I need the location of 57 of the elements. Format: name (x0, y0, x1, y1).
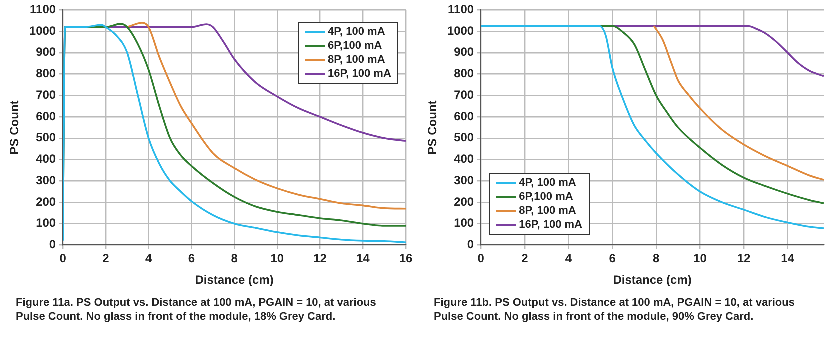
x-tick-label: 12 (314, 252, 328, 266)
y-tick-label: 800 (36, 66, 56, 81)
y-tick-label: 600 (454, 109, 474, 124)
x-tick-label: 6 (188, 252, 196, 266)
x-tick-label: 0 (60, 252, 67, 266)
legend-label: 4P, 100 mA (519, 177, 576, 190)
x-tick-label: 8 (231, 252, 238, 266)
legend-label: 6P,100 mA (519, 191, 574, 204)
y-tick-label: 700 (454, 88, 474, 102)
x-tick-label: 2 (102, 252, 110, 266)
line-series (126, 22, 406, 210)
y-tick-label: 400 (454, 152, 474, 166)
y-tick-label: 900 (454, 45, 474, 60)
x-tick-label: 6 (609, 252, 616, 266)
legend-label: 8P, 100 mA (328, 54, 386, 66)
caption: Figure 11a. PS Output vs. Distance at 100 mA, PGAIN = 10, at various Pulse Count. No glass in front of the module, 18% Grey Card. (16, 296, 378, 324)
x-axis-title: Distance (cm) (195, 273, 274, 288)
x-tick-label: 4 (565, 252, 572, 266)
y-tick-label: 1100 (448, 2, 474, 17)
x-tick-label: 14 (356, 252, 370, 266)
y-tick-label: 300 (454, 173, 474, 188)
x-tick-label: 14 (781, 252, 795, 266)
y-tick-label: 1000 (447, 24, 474, 38)
y-tick-label: 700 (36, 88, 56, 102)
y-tick-label: 0 (49, 238, 56, 252)
y-tick-label: 800 (454, 66, 474, 81)
x-axis-title: Distance (cm) (613, 273, 692, 288)
x-tick-label: 0 (478, 252, 485, 266)
y-tick-label: 200 (36, 194, 56, 209)
x-tick-label: 10 (270, 252, 284, 266)
caption: Figure 11b. PS Output vs. Distance at 100 mA, PGAIN = 10, at various Pulse Count. No glass in front of the module, 90% Grey Card. (434, 296, 796, 324)
x-tick-label: 10 (694, 252, 708, 266)
y-tick-label: 300 (36, 173, 56, 188)
y-axis-title: PS Count (426, 100, 440, 155)
y-tick-label: 1100 (30, 2, 56, 17)
x-tick-label: 12 (737, 252, 752, 266)
y-tick-label: 900 (36, 45, 56, 60)
legend-label: 4P, 100 mA (328, 26, 386, 38)
x-tick-label: 8 (653, 252, 660, 266)
y-tick-label: 500 (36, 130, 56, 145)
legend-label: 6P,100 mA (328, 40, 382, 52)
legend-label: 8P, 100 mA (519, 205, 576, 218)
y-tick-label: 500 (454, 130, 474, 145)
line-series (653, 25, 824, 181)
y-tick-label: 200 (454, 194, 474, 209)
y-tick-label: 400 (36, 152, 56, 166)
y-axis-title: PS Count (8, 100, 22, 155)
y-tick-label: 0 (467, 238, 474, 252)
legend-label: 16P, 100 mA (519, 219, 582, 232)
legend-label: 16P, 100 mA (328, 68, 392, 80)
y-tick-label: 100 (36, 216, 56, 230)
x-tick-label: 2 (522, 252, 529, 266)
x-tick-label: 16 (399, 252, 413, 266)
y-tick-label: 600 (36, 109, 56, 124)
y-tick-label: 100 (454, 216, 474, 230)
x-tick-label: 4 (145, 252, 152, 266)
y-tick-label: 1000 (29, 24, 56, 38)
